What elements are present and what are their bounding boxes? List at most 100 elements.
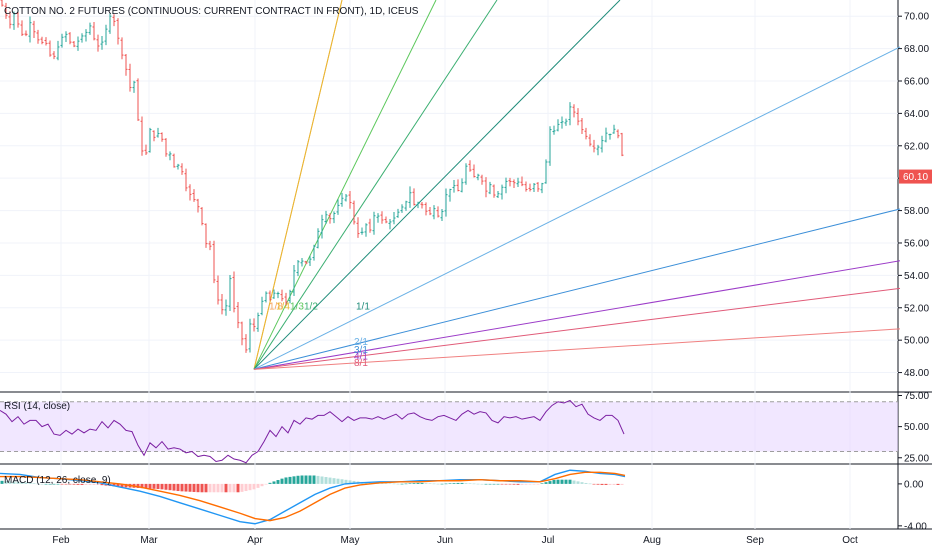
macd-histogram-bar: [24, 482, 28, 484]
macd-histogram-bar: [48, 483, 52, 485]
gann-fan-line[interactable]: [253, 260, 901, 370]
macd-histogram-bar: [352, 480, 356, 484]
price-bars: [0, 0, 624, 353]
macd-title: MACD (12, 26, close, 9): [4, 475, 111, 486]
macd-histogram-bar: [276, 480, 280, 484]
macd-pane[interactable]: [0, 469, 626, 525]
macd-histogram-bar: [92, 483, 96, 485]
macd-histogram-bar: [324, 477, 328, 484]
macd-histogram-bar: [436, 483, 440, 485]
macd-histogram-bar: [208, 483, 212, 493]
macd-histogram-bar: [568, 479, 572, 484]
macd-histogram-bar: [120, 483, 124, 488]
gann-fan-line[interactable]: [253, 0, 621, 370]
macd-histogram-bar: [148, 483, 152, 489]
macd-histogram-bar: [504, 483, 508, 485]
macd-histogram-bar: [476, 483, 480, 485]
macd-histogram-bar: [272, 481, 276, 484]
macd-histogram-bar: [88, 483, 92, 485]
macd-histogram-bar: [576, 481, 580, 484]
macd-histogram-bar: [560, 479, 564, 484]
gann-fan-label: 4/1: [354, 352, 368, 363]
macd-histogram-bar: [192, 483, 196, 492]
gann-fan-label: 8/1: [354, 358, 368, 369]
month-tick-label: Jun: [437, 535, 453, 546]
macd-histogram-bar: [32, 483, 36, 484]
gann-fan-label: 3/1: [354, 345, 368, 356]
gann-fan-line[interactable]: [253, 287, 901, 370]
gann-fan[interactable]: [253, 0, 901, 370]
macd-histogram-bar: [296, 475, 300, 484]
macd-histogram-bar: [588, 483, 592, 485]
gann-fan-line[interactable]: [253, 328, 901, 370]
gann-fan-label: 2/1: [354, 337, 368, 348]
macd-histogram-bar: [432, 483, 436, 485]
month-tick-label: Feb: [52, 535, 70, 546]
macd-histogram-bar: [580, 482, 584, 484]
macd-histogram-bar: [308, 475, 312, 484]
gann-fan-line[interactable]: [253, 208, 901, 370]
macd-histogram-bar: [556, 479, 560, 484]
price-pane[interactable]: 1/81/4 1/3 1/2 1/1 2/13/14/18/1: [0, 0, 901, 370]
macd-histogram-bar: [520, 483, 524, 485]
chart-title: COTTON NO. 2 FUTURES (CONTINUOUS: CURREN…: [4, 6, 419, 17]
macd-histogram-bar: [116, 483, 120, 487]
macd-histogram-bar: [64, 483, 68, 485]
rsi-band: [0, 401, 898, 452]
macd-histogram-bar: [384, 483, 388, 484]
gann-fan-line[interactable]: [253, 0, 498, 370]
macd-histogram-bar: [152, 483, 156, 489]
macd-histogram-bar: [608, 483, 612, 485]
last-price-badge: [899, 169, 932, 184]
rsi-line[interactable]: [0, 399, 625, 464]
macd-histogram-bar: [240, 483, 244, 492]
rsi-title: RSI (14, close): [4, 401, 70, 412]
price-tick-label: 64.00: [904, 109, 929, 120]
macd-histogram-bar: [176, 483, 180, 492]
price-tick-label: 58.00: [904, 206, 929, 217]
macd-histogram-bar: [168, 483, 172, 491]
macd-histogram-bar: [496, 483, 500, 485]
macd-histogram-bar: [540, 483, 544, 484]
macd-histogram-bar: [400, 483, 404, 485]
macd-histogram-bar: [164, 483, 168, 490]
macd-histogram-bar: [264, 483, 268, 485]
macd-histogram-bar: [584, 482, 588, 484]
macd-histogram-bar: [68, 483, 72, 485]
macd-histogram-bar: [256, 483, 260, 488]
macd-histogram-bar: [8, 481, 12, 484]
macd-histogram-bar: [368, 482, 372, 484]
price-tick-label: 54.00: [904, 271, 929, 282]
price-tick-label: 48.00: [904, 368, 929, 379]
macd-histogram-bar: [620, 483, 624, 485]
signal-line[interactable]: [0, 471, 626, 522]
macd-histogram-bar: [600, 483, 604, 485]
rsi-tick-label: 50.00: [904, 422, 929, 433]
gann-fan-line[interactable]: [253, 46, 901, 370]
macd-histogram-bar: [288, 476, 292, 484]
macd-histogram-bar: [424, 483, 428, 484]
rsi-tick-label: 75.00: [904, 391, 929, 402]
macd-histogram-bar: [196, 483, 200, 493]
macd-histogram-bar: [532, 483, 536, 485]
macd-histogram-bar: [80, 483, 84, 485]
price-axis[interactable]: 48.0050.0052.0054.0056.0058.0060.0062.00…: [898, 12, 932, 533]
macd-histogram-bar: [448, 483, 452, 484]
gann-fan-line[interactable]: [253, 0, 437, 370]
rsi-pane[interactable]: [0, 399, 898, 464]
gann-fan-line[interactable]: [253, 0, 343, 370]
price-tick-label: 62.00: [904, 141, 929, 152]
macd-histogram-bar: [76, 483, 80, 485]
macd-histogram-bar: [492, 483, 496, 485]
month-tick-label: Apr: [247, 535, 263, 546]
macd-histogram-bar: [172, 483, 176, 491]
macd-histogram-bar: [304, 475, 308, 484]
macd-histogram-bar: [612, 483, 616, 485]
macd-histogram-bar: [328, 477, 332, 484]
macd-histogram-bar: [216, 483, 220, 493]
time-axis[interactable]: Feb Mar Apr May Jun Jul Aug Sep Oct: [52, 535, 858, 546]
macd-tick-label: 0.00: [904, 479, 924, 490]
macd-histogram-bar: [552, 479, 556, 484]
month-tick-label: Aug: [643, 535, 661, 546]
